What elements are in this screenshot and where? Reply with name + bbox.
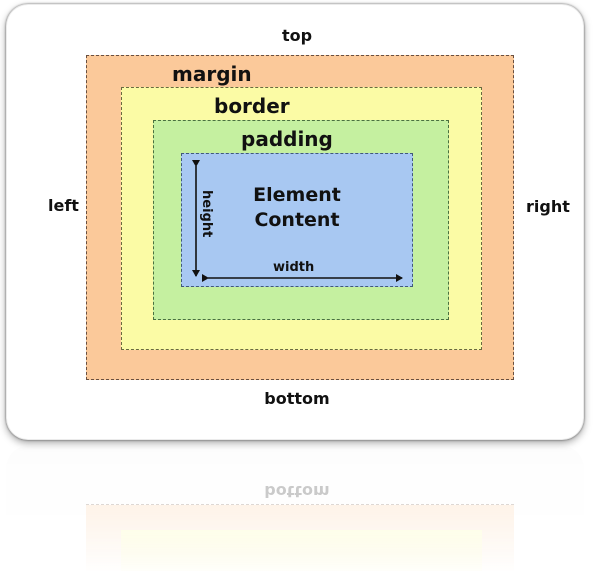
content-title-line2: Content — [254, 209, 340, 231]
reflection-bottom-label: bottom — [264, 482, 330, 501]
reflection: bottom — [0, 446, 594, 571]
reflection-margin — [86, 504, 514, 571]
reflection-card — [6, 446, 584, 571]
right-label: right — [526, 197, 570, 216]
content-title: Element Content — [181, 183, 413, 233]
bottom-label: bottom — [264, 389, 330, 408]
top-label: top — [281, 26, 313, 45]
reflection-border — [121, 530, 482, 571]
width-label: width — [273, 260, 315, 275]
height-label: height — [199, 190, 214, 238]
padding-title: padding — [241, 127, 333, 151]
content-title-line1: Element — [253, 184, 341, 206]
border-title: border — [214, 94, 290, 118]
margin-title: margin — [172, 62, 252, 86]
left-label: left — [48, 196, 79, 215]
content-box — [181, 153, 413, 287]
